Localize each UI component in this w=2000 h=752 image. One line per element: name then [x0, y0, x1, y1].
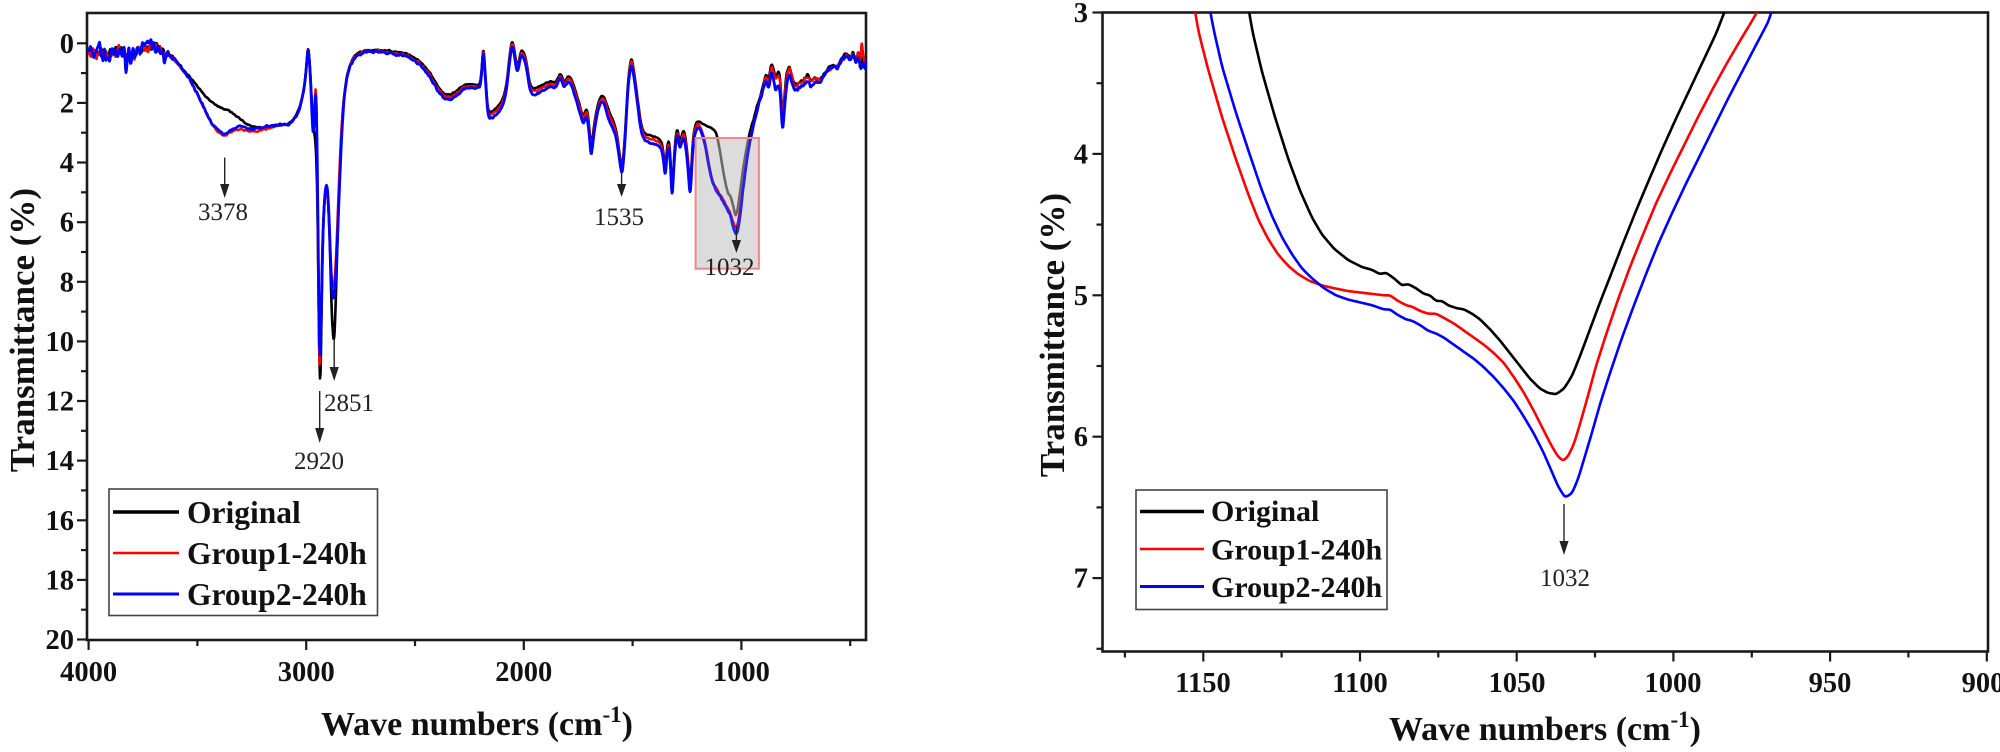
- svg-text:0: 0: [60, 29, 74, 60]
- svg-text:1050: 1050: [1489, 668, 1546, 699]
- svg-text:950: 950: [1809, 668, 1852, 699]
- svg-text:14: 14: [46, 446, 75, 477]
- svg-text:3378: 3378: [198, 199, 248, 226]
- svg-text:Group2-240h: Group2-240h: [1211, 571, 1382, 604]
- svg-text:900: 900: [1962, 668, 2000, 699]
- svg-text:Group2-240h: Group2-240h: [187, 577, 367, 612]
- svg-text:2920: 2920: [294, 448, 344, 475]
- svg-text:Transmittance (%): Transmittance (%): [1033, 193, 1072, 477]
- svg-text:8: 8: [60, 267, 74, 298]
- svg-text:2000: 2000: [495, 657, 552, 688]
- svg-text:Group1-240h: Group1-240h: [1211, 534, 1382, 567]
- svg-text:Transmittance (%): Transmittance (%): [3, 188, 42, 472]
- svg-text:5: 5: [1074, 281, 1088, 312]
- svg-text:Wave numbers (cm-1): Wave numbers (cm-1): [321, 702, 633, 743]
- svg-text:1100: 1100: [1332, 668, 1387, 699]
- svg-text:3000: 3000: [278, 657, 335, 688]
- svg-text:12: 12: [46, 387, 75, 418]
- svg-text:1535: 1535: [594, 204, 644, 231]
- svg-text:1000: 1000: [1645, 668, 1702, 699]
- svg-text:3: 3: [1074, 0, 1088, 29]
- svg-text:2851: 2851: [324, 390, 374, 417]
- svg-text:Original: Original: [187, 495, 301, 530]
- svg-text:7: 7: [1074, 564, 1088, 595]
- svg-text:20: 20: [46, 625, 75, 656]
- svg-text:4000: 4000: [60, 657, 117, 688]
- svg-text:2: 2: [60, 88, 74, 119]
- svg-text:6: 6: [60, 208, 74, 239]
- svg-text:16: 16: [46, 506, 75, 537]
- svg-text:6: 6: [1074, 422, 1088, 453]
- svg-text:1032: 1032: [1540, 565, 1590, 592]
- svg-text:Group1-240h: Group1-240h: [187, 536, 367, 571]
- svg-text:4: 4: [60, 148, 74, 179]
- svg-text:18: 18: [46, 565, 75, 596]
- svg-text:Wave numbers (cm-1): Wave numbers (cm-1): [1389, 707, 1701, 748]
- svg-text:10: 10: [46, 327, 75, 358]
- svg-text:1000: 1000: [713, 657, 770, 688]
- svg-text:Original: Original: [1211, 495, 1319, 528]
- svg-text:4: 4: [1074, 139, 1088, 170]
- svg-text:1150: 1150: [1175, 668, 1230, 699]
- svg-text:1032: 1032: [705, 254, 755, 281]
